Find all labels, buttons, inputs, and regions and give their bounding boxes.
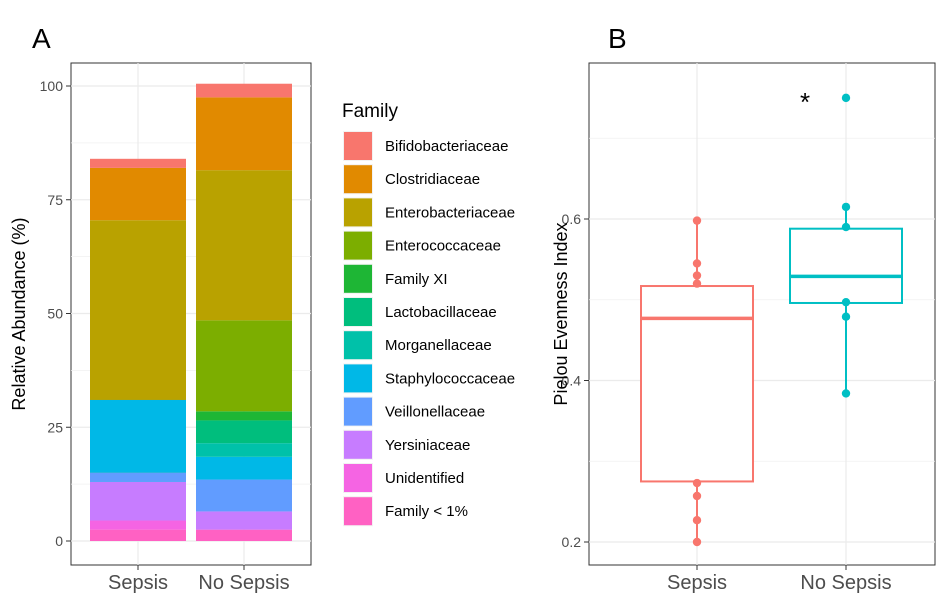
- legend-swatch-bifidobacteriaceae: [344, 132, 372, 160]
- panel-a-y-ticks: 0 25 50 75 100: [40, 78, 71, 549]
- legend-swatch-enterobacteriaceae: [344, 198, 372, 227]
- bar-segment-no-sepsis-family-xi: [196, 411, 292, 421]
- data-point-no-sepsis: [841, 93, 851, 103]
- box-sepsis: [640, 285, 754, 483]
- y-tick-label: 0.6: [562, 211, 582, 227]
- y-tick-label: 0.2: [562, 534, 582, 550]
- panel-b-y-axis-label: Pielou Evenness Index: [551, 222, 571, 405]
- bar-segment-no-sepsis-enterobacteriaceae: [196, 170, 292, 321]
- data-point-sepsis: [692, 271, 702, 280]
- bar-segment-sepsis-unidentified: [90, 520, 186, 530]
- panel-b-y-ticks: 0.2 0.4 0.6: [562, 211, 589, 550]
- legend-label-enterobacteriaceae: Enterobacteriaceae: [385, 204, 515, 221]
- bar-segment-no-sepsis-veillonellaceae: [196, 479, 292, 512]
- legend-label-unidentified: Unidentified: [385, 470, 464, 487]
- y-tick-label: 50: [47, 306, 63, 322]
- legend-label-clostridiaceae: Clostridiaceae: [385, 171, 480, 188]
- x-tick-label-sepsis: Sepsis: [108, 572, 168, 594]
- legend-label-staphylococcaceae: Staphylococcaceae: [385, 370, 515, 387]
- legend-label-veillonellaceae: Veillonellaceae: [385, 404, 485, 421]
- legend-swatch-family-1: [344, 497, 372, 526]
- panel-a-bars: [90, 83, 292, 541]
- data-point-sepsis: [692, 259, 702, 268]
- bar-segment-sepsis-family-1: [90, 529, 186, 541]
- data-point-sepsis: [692, 491, 702, 501]
- legend-swatch-family-xi: [344, 264, 372, 293]
- bar-segment-no-sepsis-family-1: [196, 529, 292, 541]
- bar-segment-no-sepsis-enterococcaceae: [196, 320, 292, 412]
- y-tick-label: 100: [40, 78, 64, 94]
- bar-segment-sepsis-bifidobacteriaceae: [90, 158, 186, 168]
- bar-segment-sepsis-overlay: [90, 399, 186, 473]
- legend-title: Family: [342, 101, 398, 122]
- bar-segment-sepsis-overlay: [90, 472, 186, 482]
- legend-swatch-lactobacillaceae: [344, 298, 372, 326]
- panel-a-y-axis-label: Relative Abundance (%): [9, 217, 29, 410]
- legend-label-bifidobacteriaceae: Bifidobacteriaceae: [385, 138, 508, 155]
- panel-a-x-ticks: Sepsis No Sepsis: [108, 565, 290, 594]
- legend-swatch-yersiniaceae: [344, 430, 372, 459]
- bar-segment-sepsis-enterobacteriaceae: [90, 220, 186, 416]
- data-point-sepsis: [692, 537, 702, 547]
- legend-label-enterococcaceae: Enterococcaceae: [385, 238, 501, 255]
- legend-swatch-staphylococcaceae: [344, 364, 372, 393]
- panel-b-label: B: [608, 23, 627, 54]
- legend-swatch-enterococcaceae: [344, 231, 372, 260]
- legend: Family Bifidobacteriaceae Clostridiaceae E…: [342, 101, 515, 527]
- legend-swatch-clostridiaceae: [344, 165, 372, 194]
- significance-asterisk: *: [800, 87, 810, 117]
- data-point-sepsis: [692, 478, 702, 488]
- panel-b-x-ticks: Sepsis No Sepsis: [667, 565, 892, 594]
- data-point-no-sepsis: [841, 312, 851, 321]
- data-point-no-sepsis: [841, 222, 851, 232]
- x-tick-label-no-sepsis: No Sepsis: [198, 572, 289, 594]
- bar-segment-no-sepsis-lactobacillaceae: [196, 420, 292, 444]
- y-tick-label: 75: [47, 192, 63, 208]
- panel-a-label: A: [32, 23, 51, 54]
- data-point-no-sepsis: [841, 389, 851, 398]
- legend-swatch-morganellaceae: [344, 331, 372, 360]
- legend-label-family-xi: Family XI: [385, 271, 448, 288]
- legend-swatch-veillonellaceae: [344, 397, 372, 426]
- x-tick-label-sepsis: Sepsis: [667, 572, 727, 594]
- data-point-sepsis: [692, 279, 702, 288]
- x-tick-label-no-sepsis: No Sepsis: [800, 572, 891, 594]
- legend-label-yersiniaceae: Yersiniaceae: [385, 437, 470, 454]
- bar-segment-sepsis-clostridiaceae: [90, 167, 186, 221]
- legend-label-morganellaceae: Morganellaceae: [385, 337, 492, 354]
- panel-b-boxes: [640, 93, 903, 547]
- box-no-sepsis: [789, 227, 903, 304]
- legend-label-lactobacillaceae: Lactobacillaceae: [385, 304, 497, 321]
- data-point-sepsis: [692, 515, 702, 525]
- bar-segment-no-sepsis-clostridiaceae: [196, 97, 292, 171]
- data-point-no-sepsis: [841, 297, 851, 307]
- bar-segment-no-sepsis-yersiniaceae: [196, 511, 292, 530]
- y-tick-label: 0.4: [562, 373, 582, 389]
- data-point-sepsis: [692, 216, 702, 225]
- legend-swatch-unidentified: [344, 464, 372, 492]
- bar-segment-no-sepsis-morganellaceae: [196, 443, 292, 457]
- y-tick-label: 25: [47, 419, 63, 435]
- bar-segment-no-sepsis-staphylococcaceae: [196, 456, 292, 480]
- bar-segment-sepsis-yersiniaceae: [90, 481, 186, 521]
- data-point-no-sepsis: [841, 202, 851, 212]
- y-tick-label: 0: [55, 533, 63, 549]
- legend-label-family-1: Family < 1%: [385, 503, 468, 520]
- bar-segment-no-sepsis-bifidobacteriaceae: [196, 83, 292, 98]
